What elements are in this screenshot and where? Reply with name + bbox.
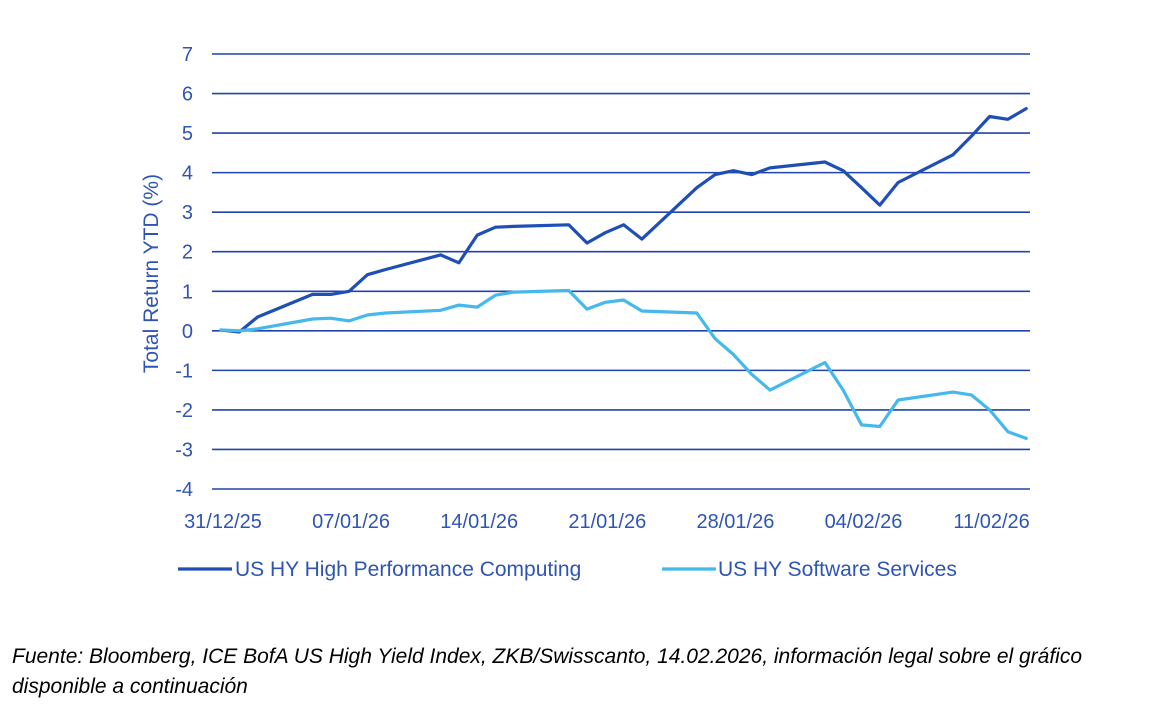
- y-tick-label: -3: [175, 439, 193, 461]
- x-axis-ticks: 31/12/25 07/01/26 14/01/26 21/01/26 28/01/26…: [184, 511, 1030, 533]
- x-tick-label: 14/01/26: [440, 511, 518, 533]
- x-tick-label: 31/12/25: [184, 511, 262, 533]
- y-tick-label: 7: [182, 44, 193, 66]
- y-axis-title: Total Return YTD (%): [140, 174, 163, 373]
- x-tick-label: 28/01/26: [696, 511, 774, 533]
- y-tick-label: -2: [175, 400, 193, 422]
- series-line-2: [219, 288, 1028, 440]
- y-tick-label: 0: [182, 321, 193, 343]
- x-tick-label: 11/02/26: [953, 511, 1029, 533]
- series-lines: [219, 106, 1028, 440]
- y-tick-label: 3: [182, 202, 193, 224]
- x-tick-label: 04/02/26: [825, 511, 903, 533]
- line-chart: 7 6 5 4 3 2 1 0 -1 -2 -3 -4 31/12/25 07/01/26 14/01/2…: [140, 44, 1030, 581]
- y-tick-label: -4: [175, 479, 193, 501]
- y-tick-label: 4: [182, 163, 193, 185]
- x-tick-label: 07/01/26: [312, 511, 390, 533]
- legend-label-2: US HY Software Services: [718, 558, 957, 581]
- legend-label-1: US HY High Performance Computing: [235, 558, 581, 581]
- y-axis-ticks: 7 6 5 4 3 2 1 0 -1 -2 -3 -4: [175, 44, 193, 501]
- y-tick-label: 6: [182, 84, 193, 106]
- source-note: Fuente: Bloomberg, ICE BofA US High Yiel…: [12, 645, 1083, 698]
- legend: US HY High Performance Computing US HY So…: [178, 558, 957, 581]
- y-tick-label: 1: [182, 281, 193, 303]
- gridlines: [212, 53, 1030, 490]
- y-tick-label: -1: [175, 360, 193, 382]
- y-tick-label: 5: [182, 123, 193, 145]
- y-tick-label: 2: [182, 242, 193, 264]
- x-tick-label: 21/01/26: [568, 511, 646, 533]
- series-line-1: [219, 106, 1028, 334]
